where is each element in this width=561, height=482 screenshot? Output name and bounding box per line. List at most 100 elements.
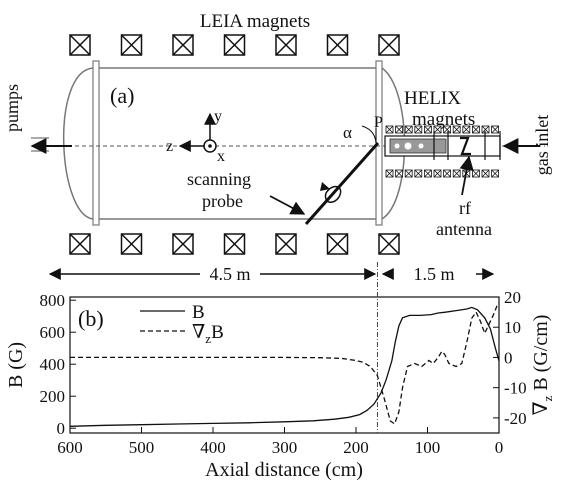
panel-b: 0 200 400 600 800 -20 -10 0 10 20 600 500 400 300 20… [5,262,555,481]
antenna-label: antenna [436,219,492,239]
alpha-angle-arc [361,125,377,144]
panel-b-label: (b) [78,306,104,331]
series-gradient-line [70,302,500,425]
helix-coils-bottom [385,169,500,178]
leia-magnet [69,233,91,255]
helix-coil [385,169,394,178]
right-axis-ticks: -20 -10 0 10 20 [493,288,527,428]
dim-left-label: 4.5 m [209,264,250,284]
leia-magnet [120,233,143,255]
leia-magnet [120,34,143,56]
pumps-label: pumps [2,84,22,132]
y-left-tick-label: 600 [40,323,66,342]
axis-y-label: y [214,108,222,125]
helix-coil [385,125,394,134]
y-right-axis-title: ∇z B (G/cm) [530,315,555,416]
rf-label: rf [459,198,471,218]
helix-coil [414,125,423,134]
helix-source-tube [384,131,501,160]
leia-magnet [223,34,246,56]
x-tick-label: 100 [415,438,441,457]
leia-magnet [326,233,349,255]
helix-coil [481,169,490,178]
legend: B ∇zB [140,302,224,346]
dimension-4-5m: 4.5 m [48,264,377,284]
helix-coils-top [385,125,500,134]
helix-coil [395,169,404,178]
leia-bottom-row [69,233,400,255]
helix-coil [423,125,432,134]
x-tick-label: 500 [129,438,155,457]
helix-coil [423,169,432,178]
panel-a: LEIA magnets (a) pumps gas inlet [2,11,552,284]
helix-coil [404,169,413,178]
rf-antenna [460,136,471,156]
leia-top-row [69,34,400,56]
dim-right-label: 1.5 m [413,264,454,284]
plot-curves [69,302,500,427]
y-left-axis-title: B (G) [5,342,27,388]
leia-magnet [223,233,246,255]
series-b-line [69,306,500,427]
scanning-probe: α P [304,114,383,225]
y-right-tick-label: -20 [504,409,527,428]
helix-magnets-label: magnets [412,109,475,130]
coordinate-axes: y z x [166,108,225,165]
panel-a-label: (a) [110,83,134,108]
legend-b-label: B [192,302,205,323]
plot-frame [69,296,500,434]
helix-coil [452,125,461,134]
helix-coil [395,125,404,134]
probe-label: probe [202,191,243,211]
helix-coil [491,125,500,134]
x-tick-label: 300 [272,438,298,457]
probe-pointer-arrow [269,195,306,215]
x-axis-ticks: 600 500 400 300 200 100 0 [57,427,503,457]
alpha-label: α [343,123,352,142]
leia-magnet [326,34,349,56]
helix-coil [433,169,442,178]
helix-coil [414,169,423,178]
left-axis-ticks: 0 200 400 600 800 [40,291,76,438]
leia-magnets-label: LEIA magnets [200,11,310,32]
helix-coil [443,169,452,178]
leia-magnet [378,233,400,255]
x-axis-title: Axial distance (cm) [205,459,363,481]
helix-label: HELIX [404,88,461,109]
helix-coil [443,125,452,134]
dimension-1-5m: 1.5 m [381,264,495,284]
leia-magnet [378,34,400,56]
rotation-arrow [324,185,342,203]
y-left-tick-label: 200 [40,387,66,406]
leia-magnet [172,233,194,255]
helix-coil [481,125,490,134]
y-left-tick-label: 400 [40,355,66,374]
gas-inlet-label: gas inlet [532,115,552,176]
axis-z-label: z [166,138,173,155]
x-tick-label: 400 [200,438,226,457]
legend-gradb-label: ∇zB [192,322,224,346]
helix-coil [452,169,461,178]
x-tick-label: 200 [343,438,369,457]
helix-coil [404,125,413,134]
y-right-tick-label: -10 [504,379,527,398]
y-left-tick-label: 0 [57,419,66,438]
y-left-tick-label: 800 [40,291,66,310]
y-right-tick-label: 0 [504,348,513,367]
probe-point-label: P [374,114,383,131]
helix-coil [491,169,500,178]
rf-pointer-arrow [459,155,474,196]
helix-coil [471,125,480,134]
leia-magnet [275,233,297,255]
leia-magnet [172,34,194,56]
scanning-label: scanning [187,169,251,189]
x-tick-label: 0 [495,438,504,457]
y-right-tick-label: 10 [504,318,521,337]
leia-magnet [275,34,297,56]
helix-coil [471,169,480,178]
axis-x-label: x [217,148,225,165]
helix-coil [433,125,442,134]
x-tick-label: 600 [57,438,83,457]
leia-magnet [69,34,91,56]
